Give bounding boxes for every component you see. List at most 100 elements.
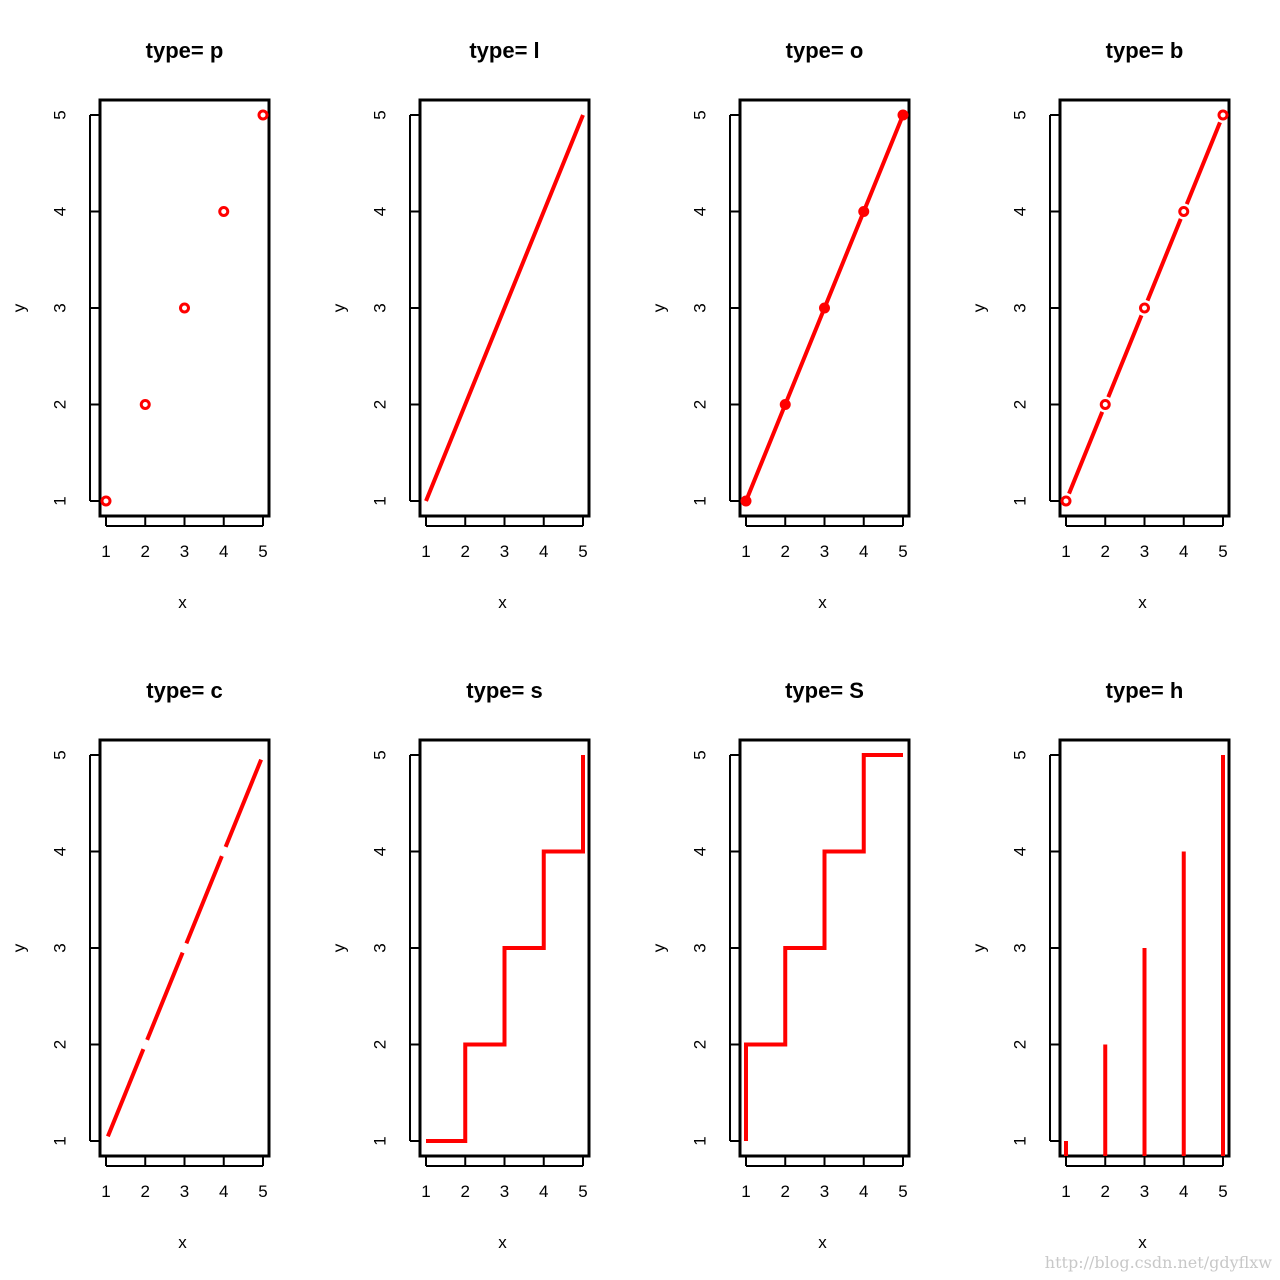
- x-tick-label: 1: [421, 1182, 430, 1201]
- x-tick-label: 3: [820, 542, 829, 561]
- y-tick-label: 1: [1011, 496, 1030, 505]
- y-tick-label: 1: [371, 1136, 390, 1145]
- y-tick-label: 4: [51, 847, 70, 856]
- x-tick-label: 5: [578, 542, 587, 561]
- x-tick-label: 1: [421, 542, 430, 561]
- data-point: [1217, 109, 1229, 121]
- y-tick-label: 5: [371, 750, 390, 759]
- y-tick-label: 1: [1011, 1136, 1030, 1145]
- x-tick-label: 4: [1179, 1182, 1188, 1201]
- y-tick-label: 1: [51, 496, 70, 505]
- series-segment: [184, 855, 224, 945]
- x-tick-label: 1: [741, 542, 750, 561]
- data-point: [139, 399, 151, 410]
- plot-frame: [418, 738, 591, 1158]
- data-point: [257, 109, 269, 121]
- y-tick-label: 5: [51, 750, 70, 759]
- series-step-line: [744, 753, 903, 1141]
- x-tick-label: 1: [1061, 542, 1070, 561]
- plot-frame: [738, 98, 911, 518]
- x-tick-label: 4: [539, 1182, 548, 1201]
- chart-panel-2: type= l 1 2 3 4 5 1 2 3 4 5 x y: [330, 38, 591, 612]
- chart-panel-8: type= h 1 2 3 4 5 1 2 3 4 5 x y: [970, 678, 1231, 1252]
- x-tick-label: 5: [258, 1182, 267, 1201]
- x-tick-label: 3: [500, 1182, 509, 1201]
- panel-title: type= S: [785, 678, 864, 703]
- series-segment: [223, 758, 263, 848]
- x-tick-label: 5: [1218, 542, 1227, 561]
- x-tick-label: 3: [500, 542, 509, 561]
- y-tick-label: 4: [1011, 847, 1030, 856]
- data-point: [1139, 302, 1150, 314]
- x-tick-label: 1: [101, 542, 110, 561]
- y-tick-label: 2: [371, 1040, 390, 1049]
- x-tick-label: 2: [141, 1182, 150, 1201]
- y-tick-label: 5: [691, 110, 710, 119]
- y-axis-label: y: [970, 303, 989, 312]
- y-tick-label: 4: [371, 847, 390, 856]
- x-axis-label: x: [178, 593, 187, 612]
- x-axis-label: x: [1138, 593, 1147, 612]
- y-tick-label: 3: [371, 943, 390, 952]
- x-tick-label: 3: [180, 542, 189, 561]
- chart-panel-5: type= c 1 2 3 4 5 1 2 3 4 5 x y: [10, 678, 271, 1252]
- panel-title: type= p: [146, 38, 224, 63]
- chart-panel-3: type= o 1 2 3 4 5 1 2 3 4 5 x y: [650, 38, 911, 612]
- x-tick-label: 1: [741, 1182, 750, 1201]
- y-tick-label: 2: [1011, 1040, 1030, 1049]
- y-tick-label: 3: [691, 943, 710, 952]
- y-tick-label: 1: [691, 1136, 710, 1145]
- plot-frame: [98, 98, 271, 518]
- y-axis-label: y: [330, 303, 349, 312]
- data-point: [740, 495, 752, 507]
- y-axis-label: y: [10, 303, 29, 312]
- y-tick-label: 1: [371, 496, 390, 505]
- x-tick-label: 2: [1101, 542, 1110, 561]
- panel-title: type= l: [469, 38, 539, 63]
- panel-title: type= o: [786, 38, 864, 63]
- x-axis-label: x: [178, 1233, 187, 1252]
- series-segment: [106, 1048, 146, 1138]
- plot-frame: [1058, 98, 1231, 518]
- y-tick-label: 3: [51, 303, 70, 312]
- x-tick-label: 3: [180, 1182, 189, 1201]
- watermark: http://blog.csdn.net/gdyflxw: [1044, 1253, 1272, 1272]
- y-tick-label: 5: [691, 750, 710, 759]
- x-tick-label: 4: [1179, 542, 1188, 561]
- x-tick-label: 1: [101, 1182, 110, 1201]
- data-point: [1178, 206, 1190, 217]
- panel-title: type= s: [466, 678, 542, 703]
- series-segment: [1184, 121, 1222, 205]
- y-tick-label: 5: [371, 110, 390, 119]
- y-axis-label: y: [970, 943, 989, 952]
- y-tick-label: 4: [1011, 207, 1030, 216]
- x-tick-label: 4: [219, 1182, 228, 1201]
- x-tick-label: 4: [219, 542, 228, 561]
- y-tick-label: 3: [371, 303, 390, 312]
- y-tick-label: 2: [51, 400, 70, 409]
- x-axis-label: x: [818, 593, 827, 612]
- x-axis-label: x: [1138, 1233, 1147, 1252]
- series-segment: [1067, 411, 1105, 495]
- x-tick-label: 3: [1140, 1182, 1149, 1201]
- plot-frame: [738, 738, 911, 1158]
- data-point: [858, 206, 870, 217]
- x-tick-label: 4: [859, 542, 868, 561]
- x-tick-label: 5: [1218, 1182, 1227, 1201]
- x-tick-label: 2: [461, 542, 470, 561]
- x-tick-label: 4: [539, 542, 548, 561]
- x-tick-label: 2: [141, 542, 150, 561]
- y-tick-label: 4: [691, 207, 710, 216]
- x-tick-label: 2: [781, 542, 790, 561]
- x-axis-label: x: [498, 1233, 507, 1252]
- data-point: [897, 109, 909, 121]
- x-axis-label: x: [498, 593, 507, 612]
- x-tick-label: 2: [1101, 1182, 1110, 1201]
- panel-title: type= b: [1106, 38, 1184, 63]
- y-axis-label: y: [10, 943, 29, 952]
- chart-panel-6: type= s 1 2 3 4 5 1 2 3 4 5 x y: [330, 678, 591, 1252]
- y-tick-label: 2: [371, 400, 390, 409]
- chart-panel-7: type= S 1 2 3 4 5 1 2 3 4 5 x y: [650, 678, 911, 1252]
- x-tick-label: 5: [258, 542, 267, 561]
- x-tick-label: 5: [578, 1182, 587, 1201]
